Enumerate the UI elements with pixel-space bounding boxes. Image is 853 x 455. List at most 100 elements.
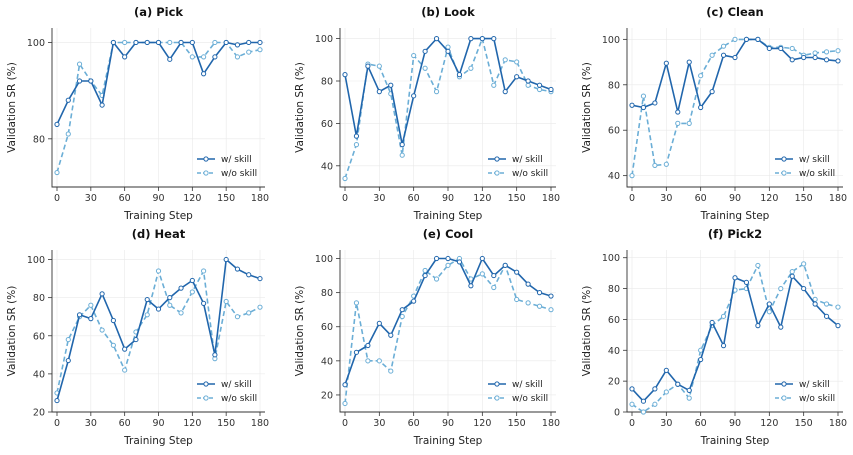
y-tick-label: 40 xyxy=(33,369,45,380)
data-point xyxy=(755,36,761,42)
data-point xyxy=(456,259,463,265)
legend-label: w/ skill xyxy=(512,155,543,165)
data-point xyxy=(411,93,417,99)
data-point xyxy=(201,300,207,306)
data-point xyxy=(445,48,451,54)
x-tick-label: 150 xyxy=(217,418,235,429)
legend-marker xyxy=(203,395,209,401)
data-point xyxy=(342,175,348,182)
data-point xyxy=(514,74,520,80)
data-point xyxy=(376,63,382,69)
data-point xyxy=(778,285,784,292)
data-point xyxy=(812,54,818,61)
data-point xyxy=(766,301,772,307)
x-tick-label: 180 xyxy=(251,418,269,429)
x-tick-label: 0 xyxy=(629,193,635,204)
data-point xyxy=(76,61,83,67)
data-point xyxy=(652,162,658,169)
data-point xyxy=(433,89,440,95)
x-tick-label: 120 xyxy=(760,418,778,429)
data-point xyxy=(663,60,669,66)
data-point xyxy=(755,323,761,329)
data-point xyxy=(812,301,818,307)
y-tick-label: 40 xyxy=(608,346,620,357)
legend-marker xyxy=(203,381,209,387)
x-tick-label: 150 xyxy=(508,193,526,204)
data-point xyxy=(365,358,371,364)
y-tick-label: 0 xyxy=(614,408,620,419)
data-point xyxy=(835,304,841,310)
data-point xyxy=(342,72,348,78)
data-point xyxy=(422,272,428,279)
data-point xyxy=(422,267,428,274)
data-point xyxy=(234,42,241,48)
data-point xyxy=(536,303,543,309)
axis-spine xyxy=(51,28,265,188)
data-point xyxy=(76,78,83,84)
data-point xyxy=(652,100,658,106)
data-point xyxy=(88,302,94,308)
data-point xyxy=(663,389,669,395)
y-axis-label: Validation SR (%) xyxy=(6,286,18,377)
data-point xyxy=(399,313,405,320)
data-point xyxy=(835,58,841,64)
data-point xyxy=(110,342,116,348)
data-point xyxy=(823,313,830,319)
x-tick-label: 120 xyxy=(760,193,778,204)
data-point xyxy=(698,356,704,363)
data-point xyxy=(823,57,830,63)
x-tick-label: 180 xyxy=(829,418,847,429)
data-point xyxy=(732,36,738,42)
y-tick-label: 100 xyxy=(315,34,333,45)
y-tick-label: 80 xyxy=(608,284,620,295)
data-point xyxy=(223,298,229,305)
data-point xyxy=(376,320,382,326)
x-tick-label: 30 xyxy=(373,418,385,429)
data-point xyxy=(189,289,195,295)
data-point xyxy=(54,169,60,176)
data-point xyxy=(479,36,485,42)
x-tick-label: 120 xyxy=(183,418,201,429)
data-point xyxy=(54,121,60,127)
data-point xyxy=(491,36,497,42)
data-point xyxy=(468,65,474,71)
x-axis-label: Training Step xyxy=(123,210,193,222)
chart-panel-0: 0 30 60 90 120 150 180 80 100 (a) Pick Training St… xyxy=(6,5,269,222)
data-point xyxy=(76,312,83,318)
data-point xyxy=(201,54,207,60)
data-point xyxy=(629,102,635,108)
y-tick-label: 60 xyxy=(608,315,620,326)
data-point xyxy=(468,36,474,42)
y-tick-label: 60 xyxy=(321,119,333,130)
data-point xyxy=(99,291,105,297)
data-point xyxy=(122,346,128,352)
data-point xyxy=(167,39,173,46)
data-point xyxy=(491,82,497,88)
y-axis-label: Validation SR (%) xyxy=(6,62,18,153)
data-point xyxy=(133,39,139,46)
data-point xyxy=(234,266,241,272)
data-point xyxy=(246,310,252,316)
x-tick-label: 150 xyxy=(508,418,526,429)
x-tick-label: 0 xyxy=(54,418,60,429)
legend-label: w/ skill xyxy=(799,155,830,165)
data-point xyxy=(732,54,738,61)
legend-label: w/o skill xyxy=(799,394,835,404)
data-point xyxy=(675,381,681,387)
x-tick-label: 180 xyxy=(542,418,560,429)
x-axis-label: Training Step xyxy=(700,210,770,222)
data-point xyxy=(388,368,394,374)
data-point xyxy=(548,293,554,299)
data-point xyxy=(629,401,635,407)
data-point xyxy=(155,268,162,274)
data-point xyxy=(686,387,692,393)
x-tick-label: 90 xyxy=(152,193,164,204)
x-tick-label: 90 xyxy=(442,193,454,204)
data-point xyxy=(502,57,508,63)
y-tick-label: 80 xyxy=(33,134,45,145)
data-point xyxy=(353,300,360,306)
data-point xyxy=(212,54,218,60)
data-point xyxy=(353,349,360,355)
x-axis-label: Training Step xyxy=(700,435,770,447)
x-tick-label: 60 xyxy=(408,193,420,204)
